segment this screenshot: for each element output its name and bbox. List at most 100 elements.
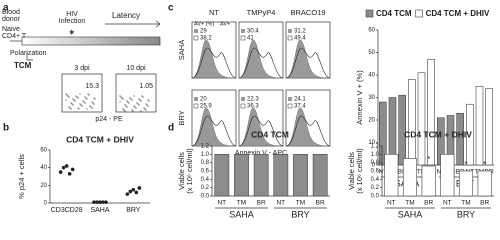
diagram-text: p24 - PE <box>95 116 123 123</box>
flow-dot <box>92 102 94 104</box>
y-tick-label: 30 <box>368 95 375 101</box>
flow-dot <box>66 94 68 96</box>
diagram-text: 3 dpi <box>74 65 90 72</box>
y-tick-label: 0.8 <box>371 160 380 166</box>
flow-dot <box>93 97 95 99</box>
histogram-treated <box>238 115 284 147</box>
flow-dot <box>121 97 123 99</box>
y-tick-label: 10 <box>368 140 375 146</box>
flow-dot <box>133 105 135 107</box>
flow-dot <box>126 106 128 108</box>
flow-dot <box>85 97 87 99</box>
data-point <box>92 200 96 204</box>
svg-text:✶: ✶ <box>68 27 76 37</box>
flow-dot <box>89 105 91 107</box>
y-tick-label: 0 <box>44 201 48 207</box>
flow-key <box>288 29 292 33</box>
flow-dot <box>94 98 96 100</box>
flow-dot <box>91 101 93 103</box>
y-axis-label: Viable cells <box>177 152 186 190</box>
flow-dot <box>137 103 139 105</box>
y-tick-label: 20 <box>368 118 375 124</box>
diagram-text: donor <box>2 16 21 23</box>
flow-dot <box>65 93 67 95</box>
x-tick-label: BRY <box>126 207 141 214</box>
flow-dot <box>129 97 131 99</box>
flow-value: 49.4 <box>294 36 306 42</box>
x-tick-label: SAHA <box>90 207 109 214</box>
x-tick-label: BR <box>480 200 489 207</box>
flow-value: 36.3 <box>247 104 259 110</box>
y-tick-label: 0.8 <box>201 160 210 166</box>
flow-dot <box>91 107 93 109</box>
x-tick-label: TM <box>237 200 246 207</box>
flow-dot <box>84 96 86 98</box>
diagram-text: Polarization <box>10 50 47 57</box>
flow-dot <box>143 107 145 109</box>
legend-label: CD4 TCM <box>376 9 412 18</box>
flow-value: 38.2 <box>200 36 212 42</box>
flow-legend: AV+ <box>220 21 230 27</box>
diagram-text: Blood <box>2 9 20 16</box>
x-tick-label: NT <box>276 200 285 207</box>
flow-dot <box>124 110 126 112</box>
y-tick-label: 1.0 <box>371 152 380 158</box>
y-axis-label: % p24 + cells <box>17 154 26 199</box>
bar <box>408 79 416 166</box>
flow-dot <box>68 106 70 108</box>
y-tick-label: 40 <box>40 165 47 171</box>
bar <box>253 154 269 197</box>
y-tick-label: 0.0 <box>201 194 210 200</box>
histogram-control <box>238 107 284 147</box>
flow-legend: AV+ (%) <box>194 21 214 27</box>
flow-dot <box>145 109 147 111</box>
flow-value: 37.4 <box>294 104 306 110</box>
data-point <box>58 170 63 174</box>
x-tick-label: CD3CD28 <box>51 207 83 214</box>
flow-dot <box>83 101 85 103</box>
histogram-control <box>191 39 237 79</box>
group-label: SAHA <box>229 209 254 219</box>
flow-key <box>241 97 245 101</box>
flow-row-label: BRY <box>177 110 186 125</box>
bar <box>234 154 249 197</box>
data-point <box>104 200 108 204</box>
legend-swatch <box>415 9 423 18</box>
flow-value: 41 <box>247 36 254 42</box>
y-tick-label: 1.0 <box>201 152 210 158</box>
bar <box>293 154 308 197</box>
diagram-art: ✶ <box>10 20 161 113</box>
data-point <box>70 167 75 172</box>
flow-dot <box>124 104 126 106</box>
flow-dot <box>69 107 71 109</box>
flow-dot <box>78 108 80 110</box>
flow-dot <box>82 100 84 102</box>
flow-dot <box>133 95 135 97</box>
flow-dot <box>80 104 82 106</box>
flow-column-label: NT <box>209 8 219 17</box>
axis-line <box>49 150 150 204</box>
y-tick-label: 0 <box>372 163 376 169</box>
flow-dot <box>67 95 69 97</box>
flow-dot <box>71 103 73 105</box>
flow-dot <box>138 98 140 100</box>
y-axis-label: Viable cells <box>347 152 356 190</box>
flow-key <box>240 35 246 41</box>
significance: * <box>464 160 467 169</box>
y-tick-label: 20 <box>40 183 47 189</box>
flow-dot <box>84 102 86 104</box>
flow-dot <box>65 99 67 101</box>
x-tick-label: NT <box>387 200 396 207</box>
diagram-text: Latency <box>112 11 140 20</box>
flow-dot <box>127 101 129 103</box>
significance: * <box>483 160 486 169</box>
flow-dot <box>145 103 147 105</box>
flow-dot <box>123 109 125 111</box>
data-point <box>137 186 142 190</box>
flow-row-label: SAHA <box>177 40 186 60</box>
histogram-treated <box>285 47 331 79</box>
bar <box>398 94 406 166</box>
flow-dot <box>131 109 133 111</box>
bar <box>475 85 484 166</box>
diagram-text: Infection <box>59 18 86 25</box>
